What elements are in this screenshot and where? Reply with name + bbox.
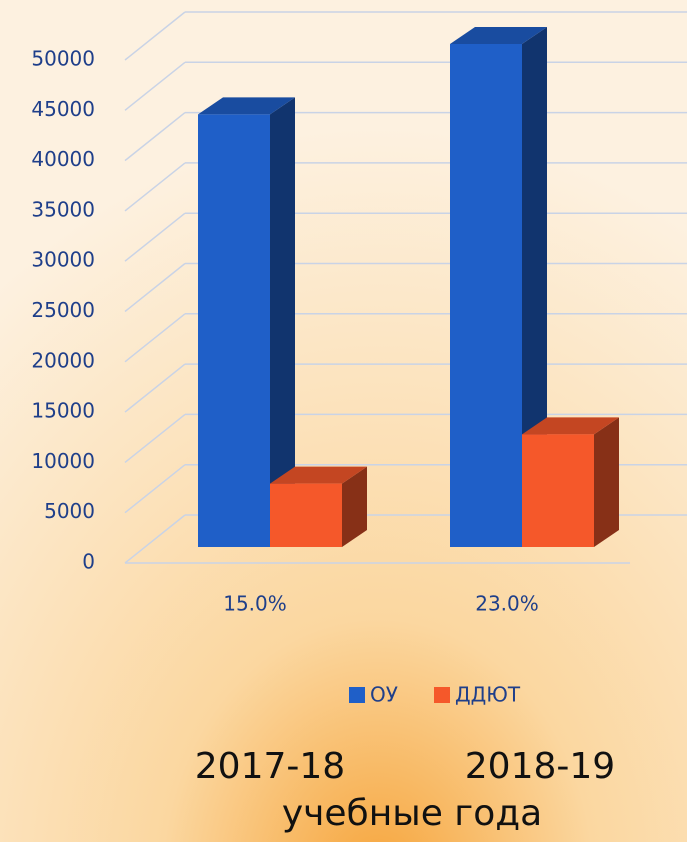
y-tick-label: 40000 <box>31 147 95 171</box>
bar <box>450 44 522 547</box>
grid-line <box>124 464 186 514</box>
bar <box>198 114 270 548</box>
x-tick-label: 15.0% <box>223 592 287 616</box>
y-tick-label: 35000 <box>31 197 95 221</box>
y-tick-label: 45000 <box>31 97 95 121</box>
y-tick-label: 10000 <box>31 449 95 473</box>
group-label: 2018-19 <box>465 746 615 787</box>
y-tick-label: 20000 <box>31 348 95 372</box>
grid-line <box>124 262 186 313</box>
y-tick-label: 15000 <box>31 399 95 423</box>
grid-line <box>124 363 186 413</box>
bar-side <box>594 417 619 547</box>
bar-side <box>270 97 295 548</box>
legend-swatch <box>349 687 365 703</box>
bar-top <box>522 417 619 435</box>
grid-line <box>124 413 186 463</box>
y-tick-label: 0 <box>82 550 95 574</box>
y-tick-label: 50000 <box>31 47 95 71</box>
y-tick-label: 25000 <box>31 298 95 322</box>
x-tick-label: 23.0% <box>475 592 539 616</box>
y-tick-label: 30000 <box>31 248 95 272</box>
grid-line <box>124 11 186 61</box>
legend-label: ОУ <box>370 683 398 707</box>
bar <box>522 434 594 547</box>
grid-line <box>124 514 186 564</box>
x-axis-label: учебные года <box>282 793 542 834</box>
grid-line <box>124 61 186 111</box>
grid-line <box>124 162 186 212</box>
bar-top <box>450 27 547 44</box>
bar <box>270 483 342 547</box>
group-label: 2017-18 <box>195 746 345 787</box>
bar-side <box>342 466 367 547</box>
bar-top <box>198 97 295 115</box>
y-tick-label: 5000 <box>44 499 95 523</box>
grid-line <box>124 112 186 162</box>
legend-label: ДДЮТ <box>455 683 521 707</box>
legend-swatch <box>434 687 450 703</box>
grid-line <box>124 212 186 262</box>
grid-line <box>124 313 186 363</box>
bar-side <box>522 27 547 547</box>
bar-top <box>270 466 367 484</box>
